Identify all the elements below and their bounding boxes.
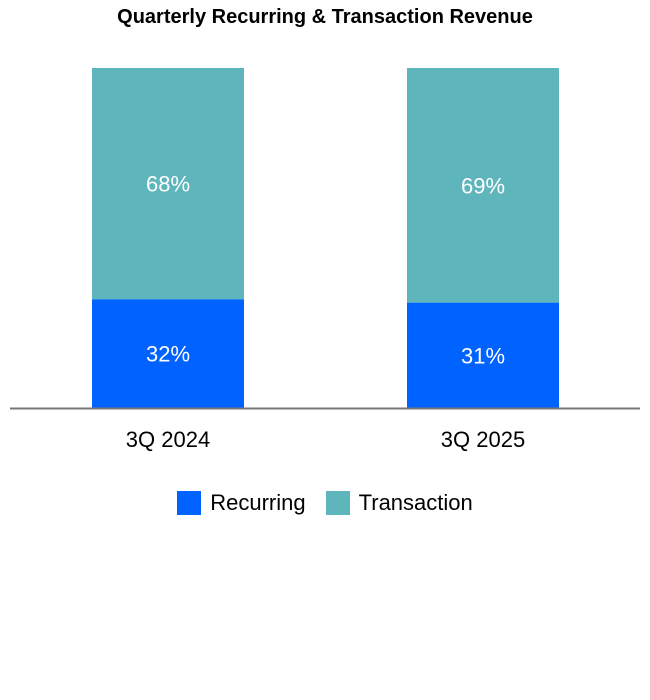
bar-transaction-0 (92, 68, 244, 300)
stacked-bar-chart: 32% 68% 3Q 2024 31% 69% 3Q 2025 (10, 68, 640, 452)
data-label: 32% (146, 342, 190, 367)
legend: Recurring Transaction (0, 490, 650, 516)
data-label: 68% (146, 172, 190, 197)
chart-title: Quarterly Recurring & Transaction Revenu… (117, 6, 533, 28)
bar-transaction-1 (407, 68, 559, 303)
x-tick-label: 3Q 2024 (126, 427, 210, 452)
legend-label-recurring: Recurring (210, 490, 306, 515)
bar-recurring-0 (92, 299, 244, 408)
legend-label-transaction: Transaction (358, 490, 473, 515)
legend-item-transaction: Transaction (325, 490, 473, 516)
x-tick-label: 3Q 2025 (441, 427, 525, 452)
legend-item-recurring: Recurring (177, 490, 306, 516)
bar-recurring-1 (407, 302, 559, 408)
data-label: 69% (461, 173, 505, 198)
legend-swatch-recurring (177, 491, 202, 515)
legend-swatch-transaction (325, 491, 350, 515)
data-label: 31% (461, 343, 505, 368)
